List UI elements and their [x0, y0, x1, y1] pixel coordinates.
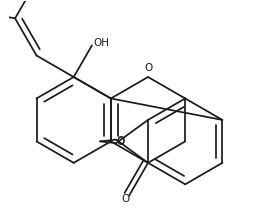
Text: O: O: [116, 137, 125, 147]
Text: OH: OH: [93, 38, 109, 49]
Text: O: O: [116, 136, 125, 146]
Text: O: O: [122, 194, 130, 204]
Text: O: O: [144, 63, 153, 73]
